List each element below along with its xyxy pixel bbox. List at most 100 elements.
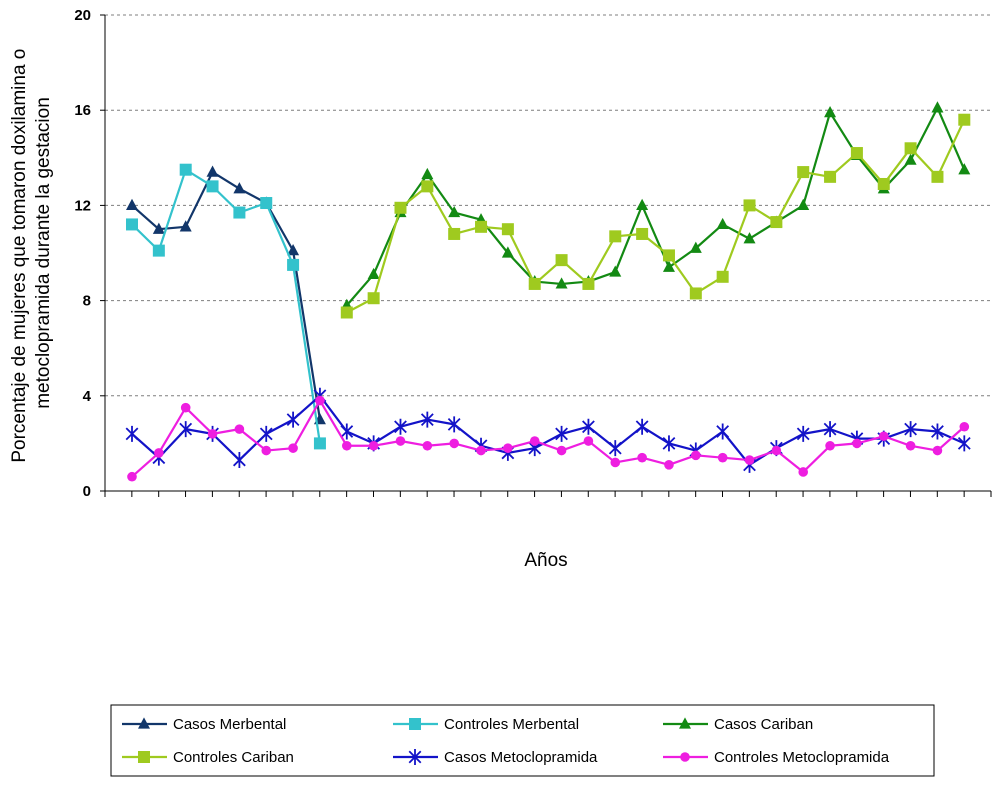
series-line: [131, 170, 322, 420]
legend-items: Casos Merbental Controles Merbental Casos …: [122, 716, 890, 766]
data-point: [503, 443, 513, 453]
legend-item: Casos Metoclopramida: [393, 749, 598, 766]
data-point: [931, 423, 944, 440]
data-point: [232, 452, 246, 469]
y-ticks: 0 4 8 12 16 20: [74, 7, 105, 500]
data-point: [233, 182, 246, 194]
data-point: [260, 197, 273, 210]
data-point: [664, 460, 674, 470]
data-point: [743, 199, 756, 212]
data-point: [408, 749, 422, 765]
series-casos-metoclopramida: [125, 387, 971, 473]
data-point: [771, 445, 782, 456]
data-point: [180, 402, 191, 413]
data-point: [259, 425, 273, 442]
data-point: [852, 438, 862, 449]
data-point: [691, 450, 701, 461]
x-axis-title: Años: [524, 550, 567, 571]
data-point: [878, 431, 889, 442]
data-point: [448, 227, 461, 240]
data-point: [127, 471, 137, 482]
data-point: [637, 452, 647, 463]
y-tick-label: 12: [74, 197, 91, 214]
data-point: [689, 241, 702, 253]
data-point: [825, 440, 835, 451]
data-point: [179, 163, 192, 176]
series-casos-merbental: [126, 165, 326, 425]
data-point: [931, 101, 944, 113]
data-point: [286, 411, 300, 428]
data-point: [716, 270, 729, 283]
y-tick-label: 4: [83, 388, 92, 405]
data-point: [528, 277, 541, 290]
data-point: [743, 232, 756, 244]
data-point: [635, 418, 649, 435]
data-point: [555, 425, 568, 442]
data-point: [449, 438, 459, 449]
data-point: [367, 267, 380, 280]
legend-label: Controles Metoclopramida: [714, 749, 890, 766]
data-point: [287, 244, 300, 256]
legend-item: Casos Cariban: [663, 716, 813, 733]
legend-box: [110, 704, 935, 777]
data-point: [154, 448, 164, 458]
data-point: [958, 163, 971, 175]
data-point: [959, 421, 970, 432]
data-point: [823, 421, 837, 438]
y-axis-title-line-1: Porcentaje de mujeres que tomaron doxila…: [9, 49, 30, 463]
series-controles-cariban: [340, 113, 971, 319]
legend-item: Controles Cariban: [122, 749, 294, 766]
data-point: [850, 147, 863, 160]
data-point: [797, 166, 810, 179]
data-point: [394, 201, 407, 214]
data-point: [179, 421, 193, 438]
data-point: [662, 249, 675, 262]
series-line: [346, 119, 966, 314]
data-point: [315, 395, 325, 406]
data-point: [796, 425, 810, 442]
data-point: [556, 445, 567, 456]
data-point: [206, 165, 219, 177]
y-tick-label: 20: [74, 7, 91, 24]
data-point: [234, 424, 245, 434]
y-tick-label: 16: [74, 102, 91, 119]
legend: Casos Merbental Controles Merbental Casos …: [110, 704, 935, 777]
data-point: [233, 206, 246, 219]
gridlines: [105, 14, 991, 397]
data-point: [583, 436, 594, 446]
legend-label: Casos Metoclopramida: [444, 749, 598, 766]
series-controles-merbental: [126, 163, 326, 450]
data-point: [125, 425, 139, 442]
data-point: [313, 437, 326, 450]
data-point: [716, 217, 729, 230]
data-point: [447, 416, 461, 433]
series-line: [131, 399, 966, 478]
data-point: [409, 718, 421, 730]
data-point: [179, 220, 192, 232]
data-point: [126, 198, 138, 211]
data-point: [368, 440, 379, 451]
y-tick-label: 8: [83, 293, 91, 310]
data-point: [797, 198, 810, 211]
legend-label: Casos Cariban: [714, 716, 813, 733]
y-axis-title-line-2: metoclopramida durante la gestacion: [33, 97, 54, 409]
data-point: [394, 418, 407, 435]
data-point: [958, 113, 971, 126]
x-ticks: [104, 491, 992, 497]
series-line: [131, 394, 965, 466]
data-point: [609, 230, 622, 243]
data-point: [931, 170, 944, 183]
data-point: [679, 717, 691, 729]
data-point: [476, 445, 486, 456]
data-point: [529, 436, 540, 446]
data-point: [717, 452, 728, 463]
data-point: [636, 198, 649, 211]
legend-item: Controles Metoclopramida: [663, 749, 890, 766]
data-point: [395, 436, 406, 446]
data-point: [340, 423, 354, 440]
data-point: [422, 440, 433, 451]
data-point: [261, 445, 272, 456]
data-point: [367, 292, 380, 305]
data-point: [680, 752, 690, 762]
data-point: [138, 717, 150, 729]
